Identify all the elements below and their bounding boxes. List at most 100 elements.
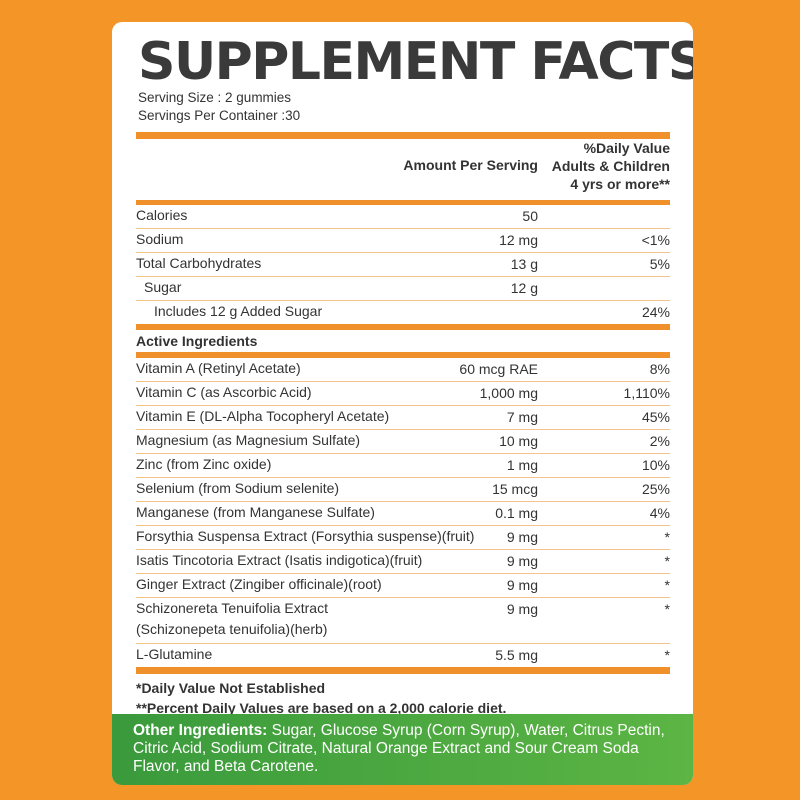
table-row: Selenium (from Sodium selenite) 15 mcg 25% [136,478,670,502]
nutrition-rows: Calories 50 Sodium 12 mg <1% Total Carbohydra… [136,205,670,324]
footnote-dv-not-established: *Daily Value Not Established [136,680,326,696]
daily-value: * [664,553,670,569]
daily-value-header: %Daily Value Adults & Children 4 yrs or … [552,139,670,193]
nutrient-name-line: Vitamin A (Retinyl Acetate) [136,360,301,376]
amount-value: 5.5 mg [495,647,538,663]
table-row: Vitamin E (DL-Alpha Tocopheryl Acetate) 7… [136,406,670,430]
table-row: Ginger Extract (Zingiber officinale)(roo… [136,574,670,598]
nutrient-name: Manganese (from Manganese Sulfate) [136,502,375,523]
nutrient-name-line: Zinc (from Zinc oxide) [136,456,272,472]
nutrient-name: Vitamin C (as Ascorbic Acid) [136,382,312,403]
divider-thick [136,667,670,674]
other-ingredients-label: Other Ingredients: [133,722,268,739]
daily-value: * [664,529,670,545]
table-row: Schizonereta Tenuifolia Extract (Schizone… [136,598,670,644]
servings-per-container: Servings Per Container :30 [138,108,301,123]
amount-value: 9 mg [506,529,538,545]
page-title: SUPPLEMENT FACTS [138,32,693,92]
nutrient-name: Schizonereta Tenuifolia Extract (Schizone… [136,598,328,640]
daily-value: 2% [649,433,670,449]
nutrient-name: Sodium [136,229,183,250]
table-header: Amount Per Serving %Daily Value Adults &… [136,139,670,197]
supplement-facts-label: SUPPLEMENT FACTS Serving Size : 2 gummie… [112,22,693,785]
nutrient-name: Vitamin E (DL-Alpha Tocopheryl Acetate) [136,406,389,427]
table-row: Zinc (from Zinc oxide) 1 mg 10% [136,454,670,478]
dv-header-line: Adults & Children [551,158,670,174]
nutrient-name-line: Vitamin C (as Ascorbic Acid) [136,384,312,400]
table-row: Forsythia Suspensa Extract (Forsythia su… [136,526,670,550]
nutrient-name-line: L-Glutamine [136,646,213,662]
table-row: Manganese (from Manganese Sulfate) 0.1 mg… [136,502,670,526]
table-row: Includes 12 g Added Sugar 24% [136,301,670,324]
nutrient-name: Forsythia Suspensa Extract (Forsythia su… [136,526,474,547]
divider-thick [136,324,670,330]
amount-value: 9 mg [506,577,538,593]
nutrient-name-line: Schizonereta Tenuifolia Extract [136,600,328,616]
nutrient-name: Calories [136,205,187,226]
nutrient-name-line: Selenium (from Sodium selenite) [136,480,340,496]
table-row: Calories 50 [136,205,670,229]
nutrient-name: Magnesium (as Magnesium Sulfate) [136,430,360,451]
nutrient-name: Zinc (from Zinc oxide) [136,454,271,475]
table-row: L-Glutamine 5.5 mg * [136,644,670,667]
daily-value: 8% [649,361,670,377]
nutrient-name-line: (Schizonepeta tenuifolia)(herb) [136,621,328,637]
table-row: Total Carbohydrates 13 g 5% [136,253,670,277]
other-ingredients: Other Ingredients: Sugar, Glucose Syrup … [112,714,693,785]
nutrient-name: Total Carbohydrates [136,253,261,274]
table-row: Isatis Tincotoria Extract (Isatis indigo… [136,550,670,574]
amount-value: 15 mcg [492,481,538,497]
facts-table: Amount Per Serving %Daily Value Adults &… [136,132,670,718]
table-row: Vitamin C (as Ascorbic Acid) 1,000 mg 1,11… [136,382,670,406]
nutrient-name-line: Forsythia Suspensa Extract (Forsythia su… [136,528,475,544]
nutrient-name: Selenium (from Sodium selenite) [136,478,339,499]
nutrient-name: Sugar [144,277,181,298]
amount-value: 1 mg [506,457,538,473]
divider-thick [136,132,670,139]
daily-value: * [664,601,670,617]
nutrient-name-line: Vitamin E (DL-Alpha Tocopheryl Acetate) [136,408,390,424]
amount-value: 12 mg [499,232,538,248]
amount-value: 9 mg [506,601,538,617]
amount-value: 9 mg [506,553,538,569]
nutrient-name-line: Calories [136,207,188,223]
daily-value: 5% [649,256,670,272]
nutrient-name: Includes 12 g Added Sugar [154,301,322,322]
nutrient-name-line: Sodium [136,231,184,247]
table-row: Vitamin A (Retinyl Acetate) 60 mcg RAE 8% [136,358,670,382]
nutrient-name: Isatis Tincotoria Extract (Isatis indigo… [136,550,422,571]
amount-value: 0.1 mg [495,505,538,521]
dv-header-line: %Daily Value [583,140,670,156]
amount-value: 1,000 mg [479,385,538,401]
active-rows: Vitamin A (Retinyl Acetate) 60 mcg RAE 8% V… [136,358,670,667]
divider-thick [136,352,670,358]
nutrient-name-line: Sugar [144,279,182,295]
daily-value: <1% [641,232,670,248]
amount-value: 50 [522,208,538,224]
amount-header: Amount Per Serving [403,157,538,173]
amount-value: 12 g [510,280,538,296]
nutrient-name: L-Glutamine [136,644,212,665]
daily-value: * [664,577,670,593]
nutrient-name: Vitamin A (Retinyl Acetate) [136,358,301,379]
amount-value: 10 mg [499,433,538,449]
nutrient-name-line: Isatis Tincotoria Extract (Isatis indigo… [136,552,423,568]
divider-thick [136,200,670,205]
daily-value: 25% [641,481,670,497]
nutrient-name-line: Includes 12 g Added Sugar [154,303,323,319]
footnote-percent-dv: **Percent Daily Values are based on a 2,… [136,700,507,716]
nutrient-name-line: Ginger Extract (Zingiber officinale)(roo… [136,576,382,592]
nutrient-name-line: Total Carbohydrates [136,255,262,271]
daily-value: * [664,647,670,663]
amount-value: 13 g [510,256,538,272]
other-ingredients-text: Sugar, Glucose Syrup (Corn Syrup), Water… [133,722,665,775]
dv-header-line: 4 yrs or more** [570,176,670,192]
serving-size: Serving Size : 2 gummies [138,90,292,105]
table-row: Magnesium (as Magnesium Sulfate) 10 mg 2% [136,430,670,454]
table-row: Sodium 12 mg <1% [136,229,670,253]
active-ingredients-heading: Active Ingredients [136,333,258,349]
daily-value: 45% [641,409,670,425]
nutrient-name: Ginger Extract (Zingiber officinale)(roo… [136,574,382,595]
table-row: Sugar 12 g [136,277,670,301]
nutrient-name-line: Manganese (from Manganese Sulfate) [136,504,375,520]
